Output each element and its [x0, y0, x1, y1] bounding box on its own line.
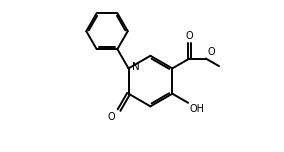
Text: O: O [207, 47, 215, 57]
Text: N: N [132, 62, 140, 72]
Text: OH: OH [189, 104, 204, 114]
Text: O: O [107, 112, 115, 122]
Text: O: O [186, 31, 193, 41]
